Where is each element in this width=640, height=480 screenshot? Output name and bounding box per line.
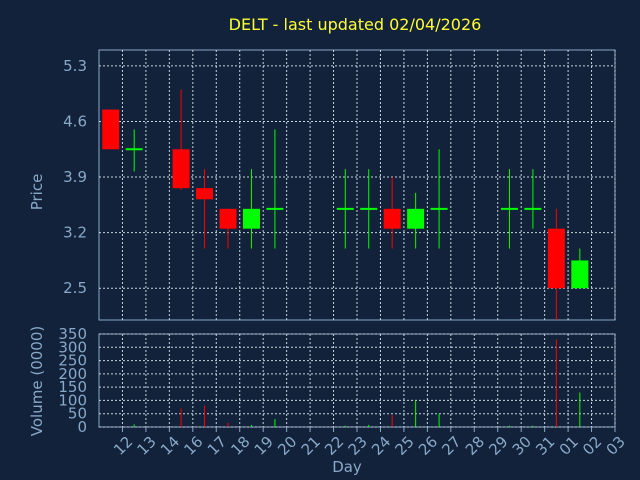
x-tick-label: 13 — [134, 433, 160, 459]
x-tick-label: 01 — [556, 433, 582, 459]
price-tick-label: 4.6 — [63, 112, 87, 130]
x-tick-label: 21 — [298, 433, 324, 459]
x-tick-label: 02 — [579, 433, 605, 459]
x-axis: 1213141617181920212223242526272829303101… — [110, 427, 629, 459]
x-tick-label: 24 — [368, 433, 394, 459]
candle-body — [172, 149, 190, 189]
x-tick-label: 29 — [485, 433, 511, 459]
price-axis-label: Price — [28, 174, 46, 211]
x-tick-label: 03 — [603, 433, 629, 459]
x-axis-label: Day — [332, 458, 362, 476]
x-tick-label: 26 — [415, 433, 441, 459]
candle-body — [102, 109, 120, 150]
price-panel: 5.3 4.6 3.9 3.2 2.5 — [63, 49, 616, 321]
x-tick-label: 31 — [532, 433, 558, 459]
x-tick-label: 27 — [438, 433, 464, 459]
x-tick-label: 25 — [392, 433, 418, 459]
x-tick-label: 12 — [110, 433, 136, 459]
candle-body — [242, 208, 260, 229]
candle-body — [219, 208, 237, 229]
x-tick-label: 20 — [274, 433, 300, 459]
volume-tick-label: 50 — [68, 405, 87, 423]
chart-title: DELT - last updated 02/04/2026 — [229, 15, 482, 34]
price-tick-label: 3.9 — [63, 168, 87, 186]
candle-body — [571, 260, 589, 289]
volume-tick-label: 200 — [58, 365, 87, 383]
volume-tick-label: 100 — [58, 391, 87, 409]
candle-body — [196, 188, 214, 200]
x-tick-label: 30 — [509, 433, 535, 459]
x-tick-label: 22 — [321, 433, 347, 459]
candle-body — [547, 228, 565, 289]
volume-tick-label: 300 — [58, 338, 87, 356]
volume-axis-label: Volume (0000) — [28, 326, 46, 436]
x-tick-label: 19 — [251, 433, 277, 459]
price-tick-label: 3.2 — [63, 224, 87, 242]
volume-tick-label: 250 — [58, 352, 87, 370]
price-tick-label: 2.5 — [63, 279, 87, 297]
volume-tick-label: 350 — [58, 325, 87, 343]
x-tick-label: 23 — [345, 433, 371, 459]
candle-body — [407, 208, 425, 229]
x-tick-label: 28 — [462, 433, 488, 459]
x-tick-label: 14 — [157, 433, 183, 459]
x-tick-label: 16 — [180, 433, 206, 459]
volume-tick-label: 150 — [58, 378, 87, 396]
volume-tick-label: 0 — [77, 418, 87, 436]
x-tick-label: 18 — [227, 433, 253, 459]
price-tick-label: 5.3 — [63, 57, 87, 75]
candle-body — [383, 208, 401, 229]
x-tick-label: 17 — [204, 433, 230, 459]
